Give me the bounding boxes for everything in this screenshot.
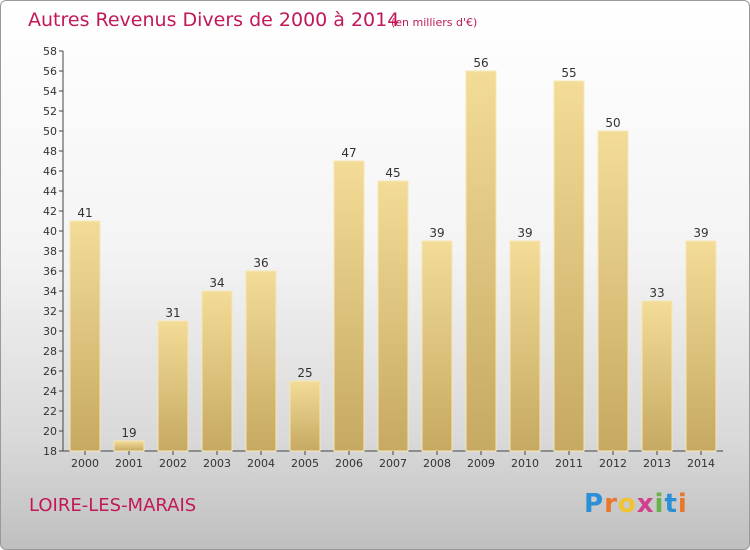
x-tick-label: 2005 [291, 457, 319, 470]
proxiti-logo: Proxiti [584, 489, 688, 519]
bar [245, 270, 277, 452]
bar [421, 240, 453, 452]
bar-value-label: 39 [517, 226, 532, 240]
brand-letter: i [654, 489, 665, 519]
bar [333, 160, 365, 452]
y-tick-label: 22 [43, 405, 57, 418]
bar-value-label: 31 [165, 306, 180, 320]
brand-letter: r [604, 489, 618, 519]
y-tick-label: 46 [43, 165, 57, 178]
bar-value-label: 25 [297, 366, 312, 380]
bar [685, 240, 717, 452]
bar [157, 320, 189, 452]
x-tick-label: 2002 [159, 457, 187, 470]
bar [377, 180, 409, 452]
x-tick-label: 2003 [203, 457, 231, 470]
bar [69, 220, 101, 452]
x-tick-label: 2004 [247, 457, 275, 470]
x-tick-label: 2010 [511, 457, 539, 470]
y-tick-label: 40 [43, 225, 57, 238]
y-tick-label: 54 [43, 85, 57, 98]
y-tick-label: 44 [43, 185, 57, 198]
x-tick-label: 2000 [71, 457, 99, 470]
x-tick-label: 2011 [555, 457, 583, 470]
x-tick-label: 2001 [115, 457, 143, 470]
x-tick-label: 2009 [467, 457, 495, 470]
bar [201, 290, 233, 452]
brand-letter: P [584, 489, 605, 519]
y-tick-label: 36 [43, 265, 57, 278]
y-tick-label: 26 [43, 365, 57, 378]
chart-subtitle: (en milliers d'€) [391, 16, 478, 29]
y-tick-label: 32 [43, 305, 57, 318]
y-tick-label: 50 [43, 125, 57, 138]
bar-value-label: 47 [341, 146, 356, 160]
y-tick-label: 24 [43, 385, 57, 398]
y-tick-label: 52 [43, 105, 57, 118]
x-tick-label: 2008 [423, 457, 451, 470]
brand-letter: t [664, 489, 678, 519]
bar [553, 80, 585, 452]
brand-letter: x [636, 489, 655, 519]
bar-value-label: 34 [209, 276, 224, 290]
bar [113, 440, 145, 452]
y-tick-label: 20 [43, 425, 57, 438]
bar-value-label: 45 [385, 166, 400, 180]
x-tick-label: 2006 [335, 457, 363, 470]
bar-value-label: 41 [77, 206, 92, 220]
x-tick-label: 2013 [643, 457, 671, 470]
y-tick-label: 58 [43, 45, 57, 58]
x-tick-label: 2007 [379, 457, 407, 470]
bar-value-label: 36 [253, 256, 268, 270]
place-name: LOIRE-LES-MARAIS [29, 495, 197, 516]
brand-letter: i [677, 489, 688, 519]
bar-value-label: 56 [473, 56, 488, 70]
y-tick-label: 30 [43, 325, 57, 338]
bar-value-label: 55 [561, 66, 576, 80]
x-tick-label: 2014 [687, 457, 715, 470]
brand-letter: o [617, 489, 637, 519]
bar-value-label: 39 [693, 226, 708, 240]
bar-value-label: 50 [605, 116, 620, 130]
x-tick-label: 2012 [599, 457, 627, 470]
y-tick-label: 56 [43, 65, 57, 78]
bar-value-label: 19 [121, 426, 136, 440]
y-tick-label: 34 [43, 285, 57, 298]
bar [597, 130, 629, 452]
y-tick-label: 48 [43, 145, 57, 158]
bar [289, 380, 321, 452]
bar [465, 70, 497, 452]
bar [509, 240, 541, 452]
bar-value-label: 39 [429, 226, 444, 240]
bar-value-label: 33 [649, 286, 664, 300]
y-tick-label: 42 [43, 205, 57, 218]
y-tick-label: 18 [43, 445, 57, 458]
y-tick-label: 28 [43, 345, 57, 358]
y-tick-label: 38 [43, 245, 57, 258]
chart-title: Autres Revenus Divers de 2000 à 2014 [28, 9, 400, 31]
bar [641, 300, 673, 452]
